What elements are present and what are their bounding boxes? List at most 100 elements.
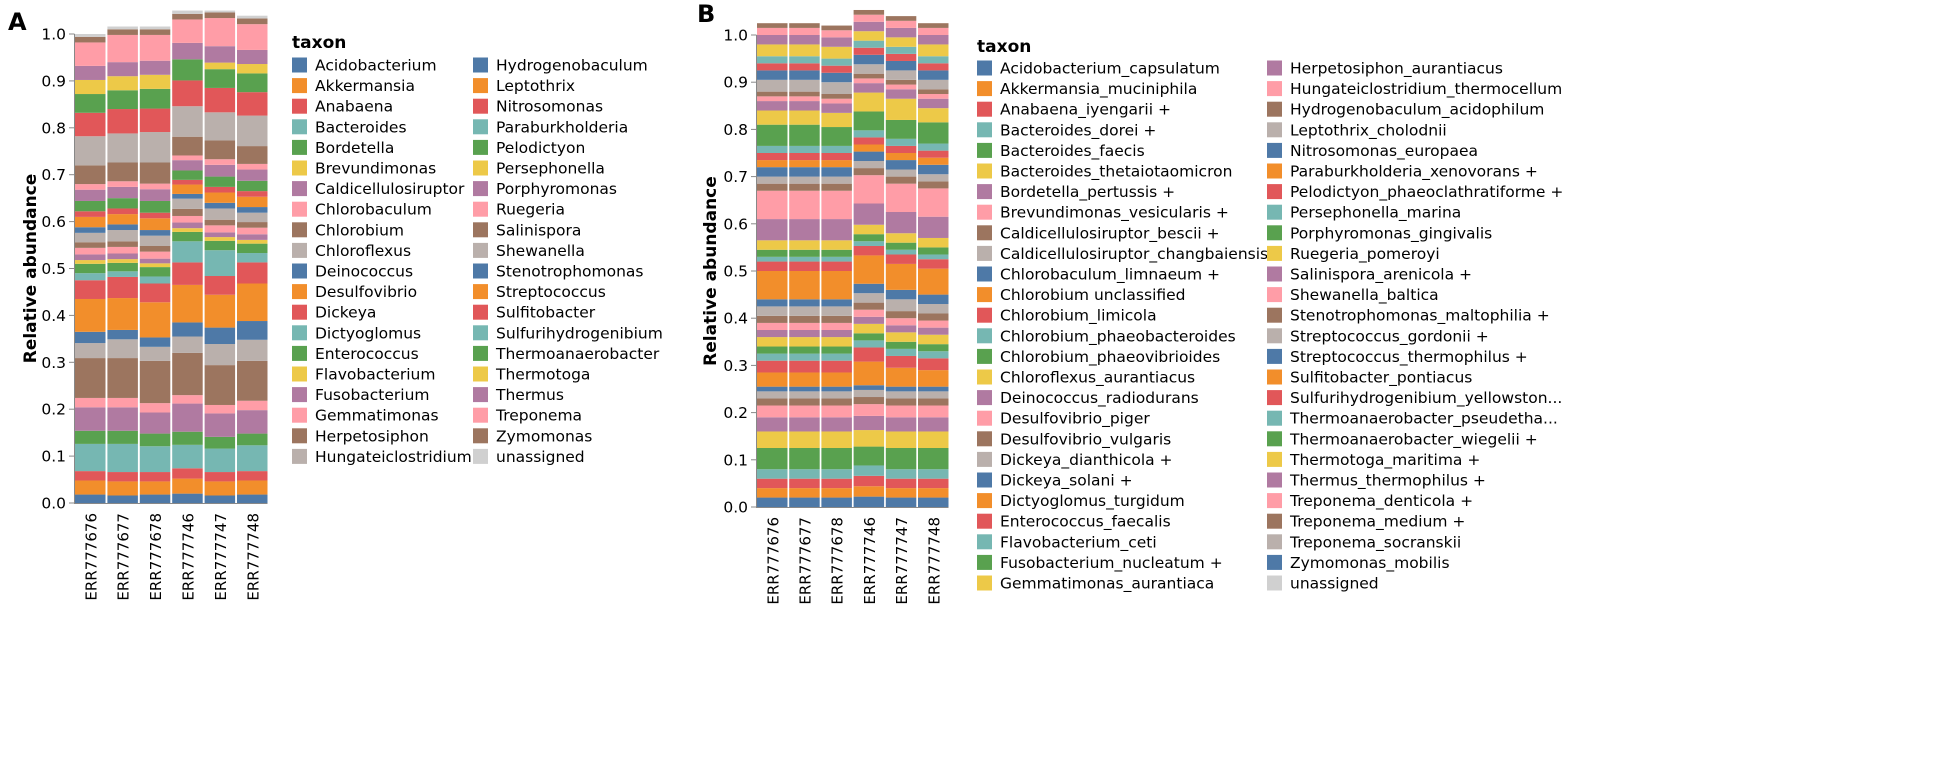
bar-segment <box>789 497 820 507</box>
bar-segment <box>75 36 106 43</box>
bar-segment <box>918 268 949 295</box>
bar-segment <box>885 497 917 507</box>
legend-swatch <box>473 119 488 135</box>
bar-segment <box>204 404 236 414</box>
bar-segment <box>172 403 203 432</box>
bar-segment <box>853 465 885 476</box>
legend-swatch <box>1267 122 1282 138</box>
bar-segment <box>172 59 203 81</box>
y-tick-label: 0.8 <box>41 119 66 137</box>
legend-swatch <box>473 284 488 300</box>
bar-segment <box>821 98 852 104</box>
bar-segment <box>172 19 203 43</box>
bar-segment <box>821 330 852 338</box>
bar-segment <box>107 339 138 359</box>
bar-segment <box>821 315 852 323</box>
legend-label: Thermus <box>495 386 564 404</box>
legend-swatch <box>473 428 488 444</box>
bar-segment <box>75 260 106 264</box>
legend-swatch <box>292 139 307 155</box>
legend-label: Chlorobium unclassified <box>1000 286 1186 304</box>
bar-segment <box>853 21 885 32</box>
bar-segment <box>789 63 820 71</box>
legend-label: Dickeya_dianthicola + <box>1000 451 1173 470</box>
bar-segment <box>789 346 820 354</box>
y-tick-label: 0.5 <box>41 260 66 278</box>
legend-label: Brevundimonas <box>315 160 436 178</box>
bar-segment <box>918 237 949 248</box>
bar-segment <box>757 299 788 307</box>
bar-segment <box>107 109 138 134</box>
bar-segment <box>237 400 268 411</box>
bar-segment <box>757 124 788 146</box>
bar-segment <box>107 276 138 299</box>
bar-segment <box>172 184 203 194</box>
y-tick-label: 0.0 <box>41 495 66 513</box>
bar-segment <box>172 193 203 199</box>
legend-swatch <box>977 225 992 241</box>
bar-segment <box>918 405 949 418</box>
bar-segment <box>918 417 949 432</box>
x-tick-label: ERR777747 <box>893 517 911 605</box>
legend-label: Sulfurihydrogenibium <box>496 324 663 342</box>
legend-swatch <box>1267 348 1282 364</box>
bar-segment <box>885 153 917 161</box>
bar-segment <box>885 27 917 38</box>
bar-segment <box>885 84 917 90</box>
bar-segment <box>853 333 885 341</box>
bar-segment <box>885 242 917 250</box>
bar-segment <box>757 167 788 177</box>
bar-segment <box>918 247 949 255</box>
bar-segment <box>75 65 106 80</box>
bar-segment <box>789 240 820 250</box>
y-tick-label: 0.3 <box>41 354 66 372</box>
bar-segment <box>757 91 788 97</box>
legend-swatch <box>977 287 992 303</box>
bar-segment <box>204 10 236 13</box>
legend-swatch <box>977 307 992 323</box>
bar-segment <box>757 249 788 257</box>
legend-swatch <box>473 407 488 423</box>
bar-segment <box>885 70 917 80</box>
legend-label: Acidobacterium <box>315 57 437 75</box>
bar-segment <box>821 240 852 250</box>
y-tick-label: 0.7 <box>41 166 66 184</box>
y-axis-label: Relative abundance <box>21 174 41 364</box>
bar-segment <box>789 160 820 168</box>
bar-segment <box>75 247 106 255</box>
bar-segment <box>107 481 138 496</box>
bar-segment <box>172 160 203 171</box>
legend-label: Herpetosiphon <box>315 427 429 445</box>
legend-swatch <box>473 242 488 258</box>
bar-segment <box>139 235 171 246</box>
legend-label: Bacteroides_dorei + <box>1000 121 1156 140</box>
bar-segment <box>885 20 917 28</box>
bar-segment <box>885 348 917 356</box>
bar-segment <box>172 222 203 229</box>
legend-swatch <box>977 451 992 467</box>
bar-segment <box>918 344 949 352</box>
bar-segment <box>821 72 852 83</box>
bar-segment <box>237 360 268 401</box>
bar-segment <box>789 44 820 57</box>
bar-segment <box>918 44 949 57</box>
bar-segment <box>204 481 236 496</box>
bar-segment <box>757 353 788 361</box>
legend-swatch <box>292 407 307 423</box>
bar-segment <box>172 208 203 216</box>
bar-segment <box>853 430 885 447</box>
bar-segment <box>172 493 203 503</box>
legend-label: Streptococcus_thermophilus + <box>1290 348 1528 367</box>
bar-segment <box>139 481 171 495</box>
bar-segment <box>918 294 949 305</box>
bar-segment <box>789 70 820 80</box>
y-tick-label: 0.4 <box>723 310 748 328</box>
bar-segment <box>757 497 788 507</box>
bar-segment <box>918 216 949 238</box>
bar-segment <box>757 240 788 250</box>
legend-label: Deinococcus_radiodurans <box>1000 389 1199 408</box>
bar-segment <box>107 76 138 91</box>
legend-swatch <box>1267 534 1282 550</box>
bar-segment <box>757 79 788 92</box>
legend-label: Salinispora_arenicola + <box>1290 266 1472 285</box>
